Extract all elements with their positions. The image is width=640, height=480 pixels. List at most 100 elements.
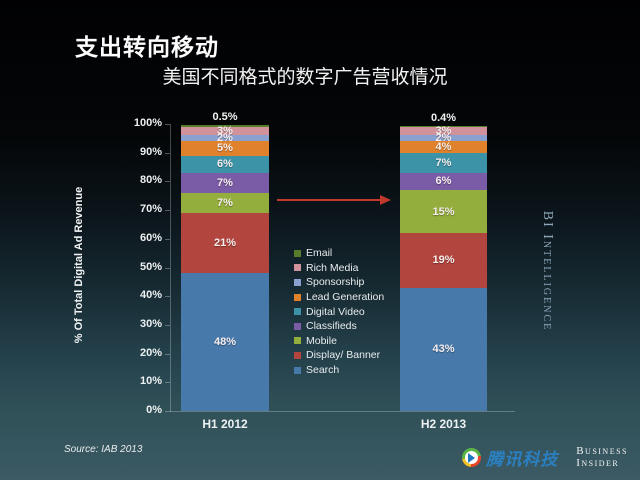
segment-mobile: 7% — [181, 192, 269, 213]
y-tick-mark — [165, 181, 170, 183]
business-insider-wordmark: Business Insider — [576, 445, 628, 469]
y-tick-mark — [165, 382, 170, 384]
legend-item-sponsorship: Sponsorship — [294, 275, 384, 290]
tencent-tech-wordmark: 腾讯科技 — [486, 450, 559, 469]
footer-brands: 腾讯科技 Business Insider — [462, 445, 628, 470]
legend-item-search: Search — [294, 363, 384, 378]
legend-swatch-icon — [294, 366, 301, 374]
segment-classifieds: 7% — [181, 172, 269, 193]
stacked-bar-h2-2013: 0.4% 3% 2% 4% 7% 6% 15% 19% 43% — [400, 112, 487, 411]
y-axis-title: % Of Total Digital Ad Revenue — [73, 186, 85, 344]
stacked-bar-h1-2012: 0.5% 3% 2% 5% 6% 7% 7% 21% 48% — [181, 111, 269, 411]
segment-digital-video: 6% — [181, 155, 269, 173]
segment-label: 6% — [435, 175, 452, 188]
y-tick-mark — [165, 267, 170, 269]
y-tick-label: 80% — [139, 174, 162, 187]
source-note: Source: IAB 2013 — [64, 444, 143, 455]
y-tick-mark — [165, 152, 170, 154]
legend-item-lead-generation: Lead Generation — [294, 290, 384, 305]
y-tick-label: 40% — [139, 289, 162, 302]
segment-label: 4% — [435, 140, 452, 153]
segment-label: 48% — [213, 336, 237, 349]
legend-label: Classifieds — [306, 320, 357, 333]
segment-label: 15% — [432, 205, 455, 218]
y-tick-mark — [165, 353, 170, 355]
segment-email: 0.5% — [181, 111, 269, 127]
page-title: 支出转向移动 — [75, 34, 219, 61]
segment-mobile: 15% — [400, 189, 487, 234]
segment-label: 43% — [432, 343, 455, 356]
segment-label: 7% — [217, 176, 233, 189]
segment-label: 19% — [432, 254, 455, 267]
legend-label: Digital Video — [306, 305, 365, 318]
y-tick-label: 10% — [139, 375, 162, 388]
legend-item-rich-media: Rich Media — [294, 261, 384, 276]
legend-item-display-banner: Display/ Banner — [294, 348, 384, 363]
legend-swatch-icon — [294, 351, 301, 359]
y-tick-mark — [165, 324, 170, 326]
y-tick-mark — [165, 210, 170, 212]
segment-display-banner: 19% — [400, 233, 487, 288]
segment-label: 0.4% — [430, 111, 457, 124]
segment-rich-media: 3% — [181, 125, 269, 138]
legend-label: Sponsorship — [306, 276, 365, 289]
segment-label: 5% — [217, 142, 233, 155]
legend-label: Lead Generation — [306, 291, 385, 304]
y-tick-label: 0% — [146, 404, 162, 416]
chart-legend: Email Rich Media Sponsorship Lead Generatio… — [294, 246, 384, 377]
tencent-logo-triangle-icon — [468, 453, 476, 463]
segment-display-banner: 21% — [181, 212, 269, 274]
legend-swatch-icon — [294, 322, 301, 330]
legend-item-mobile: Mobile — [294, 334, 384, 349]
x-category-label: H2 2013 — [420, 417, 467, 431]
x-category-label: H1 2012 — [202, 417, 248, 431]
legend-swatch-icon — [294, 293, 301, 301]
legend-swatch-icon — [294, 264, 301, 272]
legend-swatch-icon — [294, 249, 301, 257]
segment-label: 3% — [435, 125, 452, 138]
segment-label: 7% — [217, 196, 233, 209]
legend-label: Search — [306, 364, 340, 377]
legend-swatch-icon — [294, 337, 301, 345]
tencent-tech-logo-icon — [462, 448, 482, 467]
segment-lead-generation: 4% — [400, 140, 487, 153]
y-tick-label: 50% — [139, 260, 162, 273]
business-insider-line2: Insider — [576, 456, 620, 469]
y-tick-label: 60% — [139, 231, 162, 244]
bi-intelligence-watermark: BI Intelligence — [540, 210, 555, 332]
y-tick-label: 20% — [139, 346, 162, 359]
segment-search: 48% — [181, 273, 269, 411]
y-tick-mark — [165, 238, 170, 240]
legend-label: Display/ Banner — [306, 349, 381, 362]
y-tick-mark — [165, 296, 170, 298]
segment-lead-generation: 5% — [181, 141, 269, 156]
legend-label: Rich Media — [306, 261, 359, 274]
y-tick-label: 90% — [139, 145, 162, 158]
segment-classifieds: 6% — [400, 172, 487, 190]
segment-label: 7% — [435, 156, 452, 169]
legend-label: Email — [306, 247, 333, 260]
segment-email: 0.4% — [400, 112, 487, 127]
segment-label: 6% — [217, 158, 233, 171]
segment-label: 21% — [213, 237, 237, 250]
segment-rich-media: 3% — [400, 125, 487, 138]
y-tick-label: 100% — [133, 117, 162, 129]
trend-arrow-icon — [277, 195, 391, 205]
legend-label: Mobile — [306, 334, 337, 347]
legend-item-classifieds: Classifieds — [294, 319, 384, 334]
business-insider-line1: Business — [576, 445, 628, 457]
y-tick-mark — [165, 124, 170, 125]
chart-title: 美国不同格式的数字广告营收情况 — [162, 67, 448, 88]
legend-item-digital-video: Digital Video — [294, 304, 384, 319]
legend-swatch-icon — [294, 308, 301, 316]
legend-item-email: Email — [294, 246, 384, 261]
x-axis-line — [170, 411, 515, 412]
y-tick-mark — [165, 411, 170, 412]
y-tick-label: 30% — [139, 317, 162, 330]
y-tick-label: 70% — [139, 203, 162, 216]
segment-label: 3% — [217, 125, 233, 138]
y-axis-line — [170, 124, 171, 412]
segment-search: 43% — [400, 287, 487, 411]
segment-digital-video: 7% — [400, 152, 487, 173]
